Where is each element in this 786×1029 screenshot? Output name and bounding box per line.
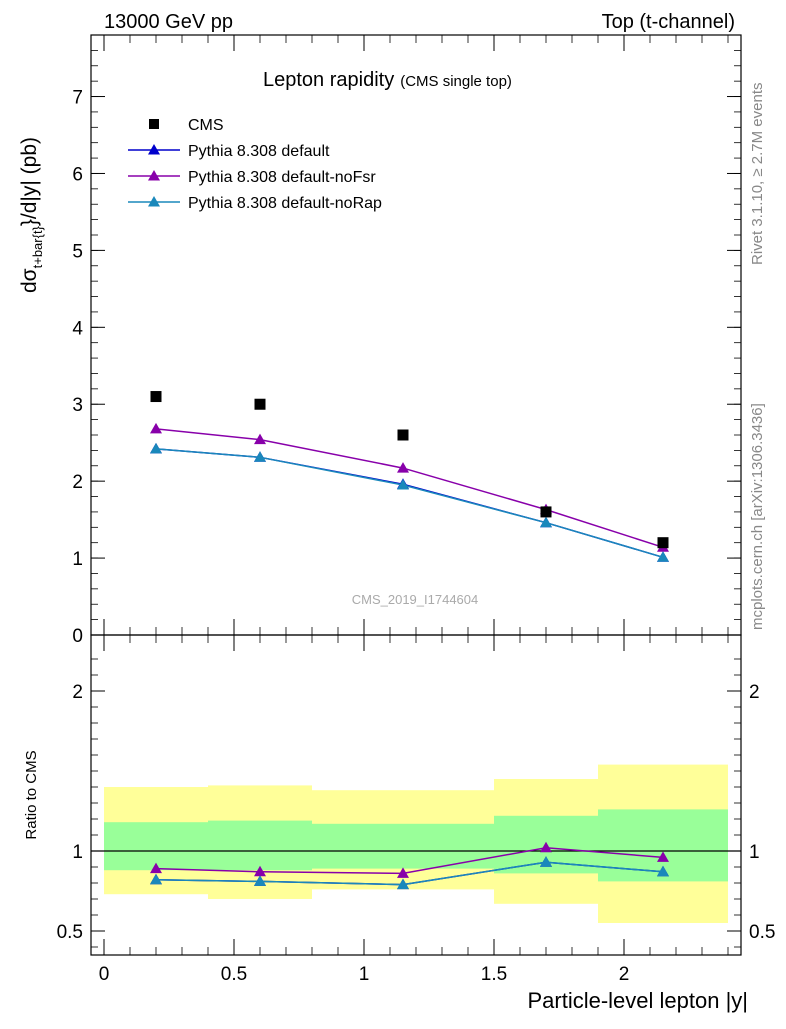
legend-label: Pythia 8.308 default-noFsr [188,169,376,186]
stat-uncertainty-band [312,823,494,869]
series-line [155,428,664,549]
data-point [540,506,552,518]
series-line [155,448,664,559]
series-point [657,551,669,562]
main-y-axis-label: dσt+bar{t}}/d|y| (pb) [18,137,45,293]
ratio-point [657,865,669,877]
ratio-y-tick-label: 2 [72,682,83,703]
legend-marker [148,196,160,207]
stat-uncertainty-band [104,822,208,871]
x-tick-label: 0 [99,964,110,985]
ratio-point [397,878,409,890]
ratio-point [254,875,266,886]
ratio-point [540,841,552,853]
ratio-point [657,851,669,862]
y-tick-label: 5 [72,241,83,262]
legend-label: Pythia 8.308 default-noRap [188,195,382,212]
legend-label: Pythia 8.308 default [188,143,330,160]
y-tick-label: 4 [72,318,83,339]
x-axis-label: Particle-level lepton |y| [527,988,748,1013]
legend-marker [149,119,159,129]
main-panel: 0 1 2 3 4 5 6 7 Lepton rapidity (CMS single top)… [18,34,742,647]
ratio-y-tick-label: 1 [72,842,83,863]
ratio-y-tick-label: 0.5 [57,922,83,943]
y-tick-label: 1 [72,549,83,570]
y-tick-label: 0 [72,626,83,647]
y-tick-label: 2 [72,472,83,493]
series-line [155,448,664,559]
data-point [657,537,669,549]
ratio-y-tick-label: 2 [749,682,760,703]
watermark: CMS_2019_I1744604 [352,592,479,607]
ratio-point [150,873,162,885]
series-point [397,462,409,473]
legend-marker [148,144,160,155]
x-tick-label: 1.5 [481,964,507,985]
series-point [150,422,162,434]
series-point [397,479,409,490]
ratio-point [150,862,162,874]
y-tick-label: 7 [72,88,83,109]
series-point [150,442,162,454]
legend-label: CMS [188,117,224,134]
x-tick-label: 0.5 [221,964,247,985]
header-right-label: Top (t-channel) [602,11,735,33]
series-point [540,516,552,528]
data-point [254,398,266,410]
ratio-y-tick-label: 1 [749,842,760,863]
chart-title: Lepton rapidity (CMS single top) [263,69,512,91]
y-tick-label: 6 [72,164,83,185]
y-tick-label: 3 [72,395,83,416]
chart-subtitle: (CMS single top) [400,73,512,90]
series-point [254,451,266,462]
ratio-y-axis-label: Ratio to CMS [23,750,40,839]
ratio-point [254,865,266,877]
series-point [254,433,266,445]
header-left-label: 13000 GeV pp [104,11,233,33]
ratio-point [397,867,409,878]
x-tick-label: 2 [619,964,630,985]
ratio-point [540,856,552,867]
mcplots-label: mcplots.cern.ch [arXiv:1306.3436] [749,403,766,630]
rivet-label: Rivet 3.1.10, ≥ 2.7M events [749,83,766,266]
svg-text:dσt+bar{t}}/d|y| (pb): dσt+bar{t}}/d|y| (pb) [18,137,45,293]
data-point [150,391,162,403]
legend-marker [148,170,160,181]
stat-uncertainty-band [208,820,312,871]
x-tick-label: 1 [359,964,370,985]
data-point [397,429,409,441]
ratio-y-tick-label: 0.5 [749,922,775,943]
legend: CMS Pythia 8.308 default Pythia 8.308 defa… [128,117,382,212]
ratio-panel: 0.5 0.5 1 1 2 2 0 0.5 1 1.5 2 Ratio to CMS Particl… [23,634,775,1013]
